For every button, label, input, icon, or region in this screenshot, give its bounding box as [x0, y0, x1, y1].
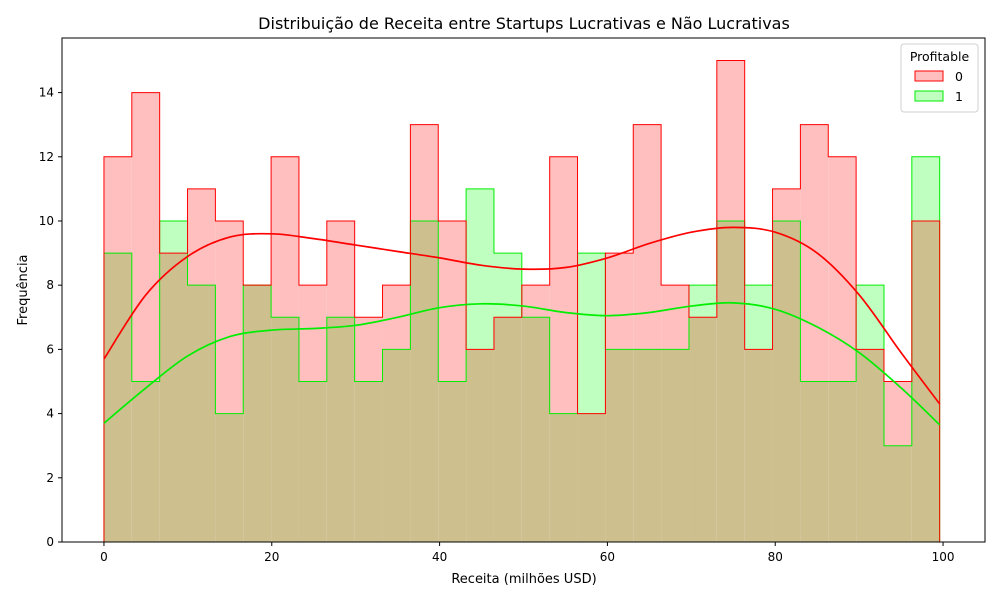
bar-series-0: [271, 156, 299, 318]
histogram-outline-series-0: [103, 59, 941, 542]
bar-series-1: [744, 285, 773, 350]
axes-frame: [61, 37, 986, 543]
y-tick-label: 14: [39, 86, 54, 100]
bar-series-1: [688, 285, 717, 318]
bar-series-0: [661, 285, 689, 350]
bar-series-0: [633, 124, 662, 350]
bar-series-0: [521, 285, 550, 318]
bar-overlap: [159, 253, 188, 542]
bar-overlap: [605, 349, 634, 542]
bar-overlap: [688, 317, 717, 542]
x-axis: 0 20 40 60 80 100: [100, 542, 954, 564]
bar-overlap: [466, 349, 494, 542]
bar-series-1: [856, 285, 884, 350]
y-tick-label: 4: [46, 407, 54, 421]
plot-area: [103, 59, 941, 542]
x-tick-label: 0: [100, 550, 108, 564]
legend-swatch-series-1: [914, 90, 944, 102]
bar-series-0: [800, 124, 829, 382]
bar-overlap: [633, 349, 662, 542]
histogram-outline-series-1: [103, 156, 941, 542]
y-tick-label: 6: [46, 342, 54, 356]
kde-layer: [103, 226, 941, 426]
bar-series-0: [103, 156, 132, 254]
bar-series-1: [466, 188, 494, 350]
bar-series-1: [577, 253, 606, 414]
bar-series-0: [828, 156, 857, 382]
bar-series-0: [438, 220, 467, 382]
bar-overlap: [354, 381, 383, 542]
bar-overlap: [382, 349, 411, 542]
bar-series-0: [298, 285, 327, 382]
bar-overlap: [577, 413, 606, 542]
x-tick-label: 40: [432, 550, 447, 564]
bar-overlap: [187, 285, 216, 542]
y-tick-label: 0: [46, 535, 54, 549]
bar-overlap: [856, 349, 884, 542]
bar-series-0: [549, 156, 578, 414]
bar-overlap: [716, 220, 745, 542]
bar-overlap: [298, 381, 327, 542]
bar-overlap: [911, 220, 940, 542]
bar-overlap: [493, 317, 522, 542]
bar-series-0: [354, 317, 383, 382]
bar-overlap: [549, 413, 578, 542]
x-tick-label: 20: [264, 550, 279, 564]
bar-series-0: [410, 124, 439, 221]
x-tick-label: 80: [768, 550, 783, 564]
bar-overlap: [438, 381, 467, 542]
bar-series-0: [326, 220, 355, 318]
bar-series-0: [772, 188, 801, 221]
bar-overlap: [326, 317, 355, 542]
y-axis: 0 2 4 6 8 10 12 14: [39, 86, 62, 549]
bar-series-1: [159, 220, 188, 254]
bar-overlap: [521, 317, 550, 542]
y-axis-label: Frequência: [16, 254, 31, 325]
bar-overlap: [271, 317, 299, 542]
bar-overlap: [772, 220, 801, 542]
bar-overlap: [883, 445, 912, 542]
bar-overlap: [800, 381, 829, 542]
legend-title: Profitable: [910, 49, 970, 64]
bar-series-0: [883, 381, 912, 446]
bar-overlap: [215, 413, 244, 542]
bar-series-1: [911, 156, 940, 221]
y-tick-label: 2: [46, 471, 54, 485]
x-tick-label: 100: [932, 550, 955, 564]
chart-title: Distribuição de Receita entre Startups L…: [258, 14, 790, 33]
bar-series-0: [716, 60, 745, 221]
legend-swatch-series-0: [914, 70, 944, 82]
y-tick-label: 8: [46, 278, 54, 292]
bar-series-0: [605, 253, 634, 350]
bar-series-0: [187, 188, 216, 286]
bar-series-1: [493, 253, 522, 318]
bar-overlap: [410, 220, 439, 542]
legend-label-series-0: 0: [955, 69, 963, 84]
kde-line-series-0: [103, 226, 941, 405]
bar-overlap: [661, 349, 689, 542]
y-tick-label: 10: [39, 214, 54, 228]
bar-series-0: [215, 220, 244, 414]
kde-line-series-1: [103, 301, 941, 426]
bar-overlap: [744, 349, 773, 542]
bar-overlap: [828, 381, 857, 542]
bar-overlap: [243, 285, 272, 542]
y-tick-label: 12: [39, 150, 54, 164]
x-tick-label: 60: [600, 550, 615, 564]
bar-series-0: [131, 92, 160, 382]
bar-overlap: [103, 253, 132, 542]
bar-overlap: [131, 381, 160, 542]
legend: Profitable 0 1: [900, 43, 979, 113]
legend-label-series-1: 1: [955, 89, 963, 104]
x-axis-label: Receita (milhões USD): [451, 572, 596, 587]
